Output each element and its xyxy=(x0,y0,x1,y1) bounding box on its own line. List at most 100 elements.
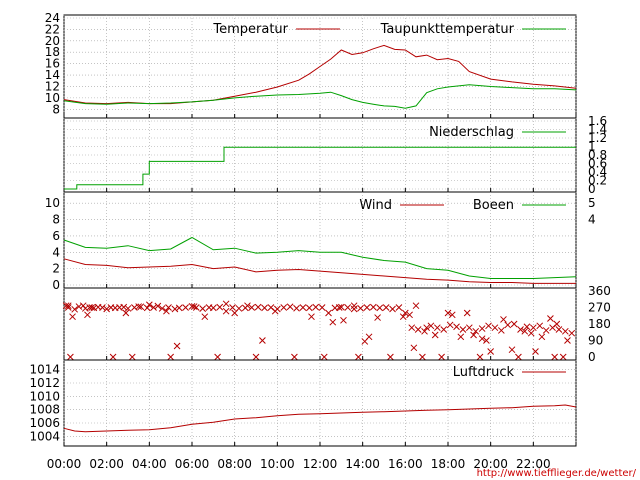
wind-direction-point xyxy=(128,353,136,361)
legend-taupunkttemperatur-label: Taupunkttemperatur xyxy=(380,22,515,37)
wind-direction-point xyxy=(553,320,561,328)
series-wind-line xyxy=(63,258,576,284)
wind-direction-point xyxy=(222,307,230,315)
panel-1-rtick: 1.6 xyxy=(588,114,607,128)
wind-direction-point xyxy=(291,353,298,361)
wind-direction-point xyxy=(515,353,522,361)
wind-direction-point xyxy=(529,324,537,332)
wind-direction-point xyxy=(229,304,236,311)
panel-2-ytick: 8 xyxy=(52,213,60,227)
panel-2-rtick: 4 xyxy=(588,213,596,227)
panel-1-rtick: 0.2 xyxy=(588,174,607,188)
wind-direction-point xyxy=(350,302,358,310)
wind-direction-point xyxy=(472,327,480,335)
x-axis-label: 16:00 xyxy=(388,457,423,471)
wind-direction-point xyxy=(201,313,209,321)
panel-1-rtick: 0.8 xyxy=(588,148,607,162)
wind-direction-point xyxy=(374,314,381,321)
wind-direction-point xyxy=(175,304,183,312)
panel-2-ytick: 0 xyxy=(52,278,60,292)
panel-0-ytick: 8 xyxy=(52,102,60,116)
wind-direction-point xyxy=(465,324,473,332)
wind-direction-point xyxy=(555,326,563,333)
panel-1-rtick: 0.6 xyxy=(588,157,607,171)
series-niederschlag-line xyxy=(64,146,576,190)
legend-luftdruck-label: Luftdruck xyxy=(453,365,515,380)
wind-direction-point xyxy=(453,323,460,331)
wind-direction-point xyxy=(308,313,315,321)
wind-direction-point xyxy=(192,304,200,311)
wind-direction-point xyxy=(561,327,569,335)
panel-1-rtick: 0 xyxy=(588,182,596,196)
panel-0-ytick: 18 xyxy=(45,45,60,59)
panel-3-rtick: 360 xyxy=(588,284,611,298)
wind-direction-point xyxy=(408,324,416,332)
panel-1-rtick: 1.4 xyxy=(588,123,607,137)
wind-direction-point xyxy=(320,353,328,361)
wind-direction-point xyxy=(547,315,554,322)
wind-direction-point xyxy=(431,331,439,339)
wind-direction-point xyxy=(406,311,413,319)
wind-direction-point xyxy=(103,305,111,313)
wind-direction-point xyxy=(523,323,531,331)
wind-direction-point xyxy=(216,303,224,311)
wind-direction-point xyxy=(120,303,128,311)
wind-direction-point xyxy=(369,303,377,311)
wind-direction-point xyxy=(491,324,499,332)
panel-4-ytick: 1008 xyxy=(29,403,60,417)
wind-direction-point xyxy=(244,302,251,310)
wind-direction-point xyxy=(568,329,576,337)
wind-direction-point xyxy=(109,353,117,361)
wind-direction-point xyxy=(427,322,435,330)
wind-direction-point xyxy=(62,302,70,310)
wind-direction-point xyxy=(387,353,394,361)
wind-direction-point xyxy=(423,324,431,332)
panel-2-ytick: 10 xyxy=(45,196,60,210)
wind-direction-point xyxy=(433,324,441,332)
panel-4-ytick: 1004 xyxy=(29,429,60,443)
wind-direction-point xyxy=(444,309,452,317)
wind-direction-point xyxy=(551,353,559,361)
panel-3-rtick: 270 xyxy=(588,301,611,315)
x-axis-label: 06:00 xyxy=(175,457,210,471)
panel-2-rtick: 5 xyxy=(588,196,596,210)
x-axis-label: 00:00 xyxy=(47,457,82,471)
wind-direction-point xyxy=(280,304,288,311)
wind-direction-point xyxy=(209,304,217,312)
wind-direction-point xyxy=(64,302,72,310)
wind-direction-point xyxy=(363,304,371,311)
wind-direction-point xyxy=(476,353,484,361)
wind-direction-point xyxy=(542,327,550,334)
wind-direction-point xyxy=(355,353,362,361)
wind-direction-point xyxy=(478,325,486,332)
wind-direction-point xyxy=(199,305,207,312)
wind-direction-point xyxy=(527,329,535,337)
wind-direction-point xyxy=(510,320,518,328)
wind-direction-point xyxy=(401,309,409,317)
wind-direction-point xyxy=(457,333,465,341)
wind-direction-point xyxy=(329,318,337,326)
panel-0-ytick: 20 xyxy=(45,34,60,48)
wind-direction-point xyxy=(487,348,495,355)
panel-1-rtick: 0.4 xyxy=(588,165,607,179)
source-url[interactable]: http://www.tiefflieger.de/wetter/ xyxy=(477,468,637,479)
panel-4-ytick: 1014 xyxy=(29,363,60,377)
wind-direction-point xyxy=(421,327,428,335)
wind-direction-point xyxy=(564,337,571,344)
panel-3-rtick: 90 xyxy=(588,334,603,348)
wind-direction-point xyxy=(231,309,239,317)
legend-niederschlag-label: Niederschlag xyxy=(429,125,514,140)
wind-direction-point xyxy=(448,311,456,319)
wind-direction-point xyxy=(389,305,396,313)
panel-2-ytick: 6 xyxy=(52,229,60,243)
wind-direction-point xyxy=(150,304,157,311)
wind-direction-point xyxy=(350,305,358,313)
panel-4-ytick: 1012 xyxy=(29,376,60,390)
wind-direction-point xyxy=(254,303,262,311)
wind-direction-point xyxy=(99,304,106,311)
wind-direction-point xyxy=(145,301,153,309)
wind-direction-point xyxy=(122,309,130,317)
x-axis-label: 12:00 xyxy=(303,457,338,471)
wind-direction-point xyxy=(485,322,492,330)
panel-4-ytick: 1006 xyxy=(29,416,60,430)
